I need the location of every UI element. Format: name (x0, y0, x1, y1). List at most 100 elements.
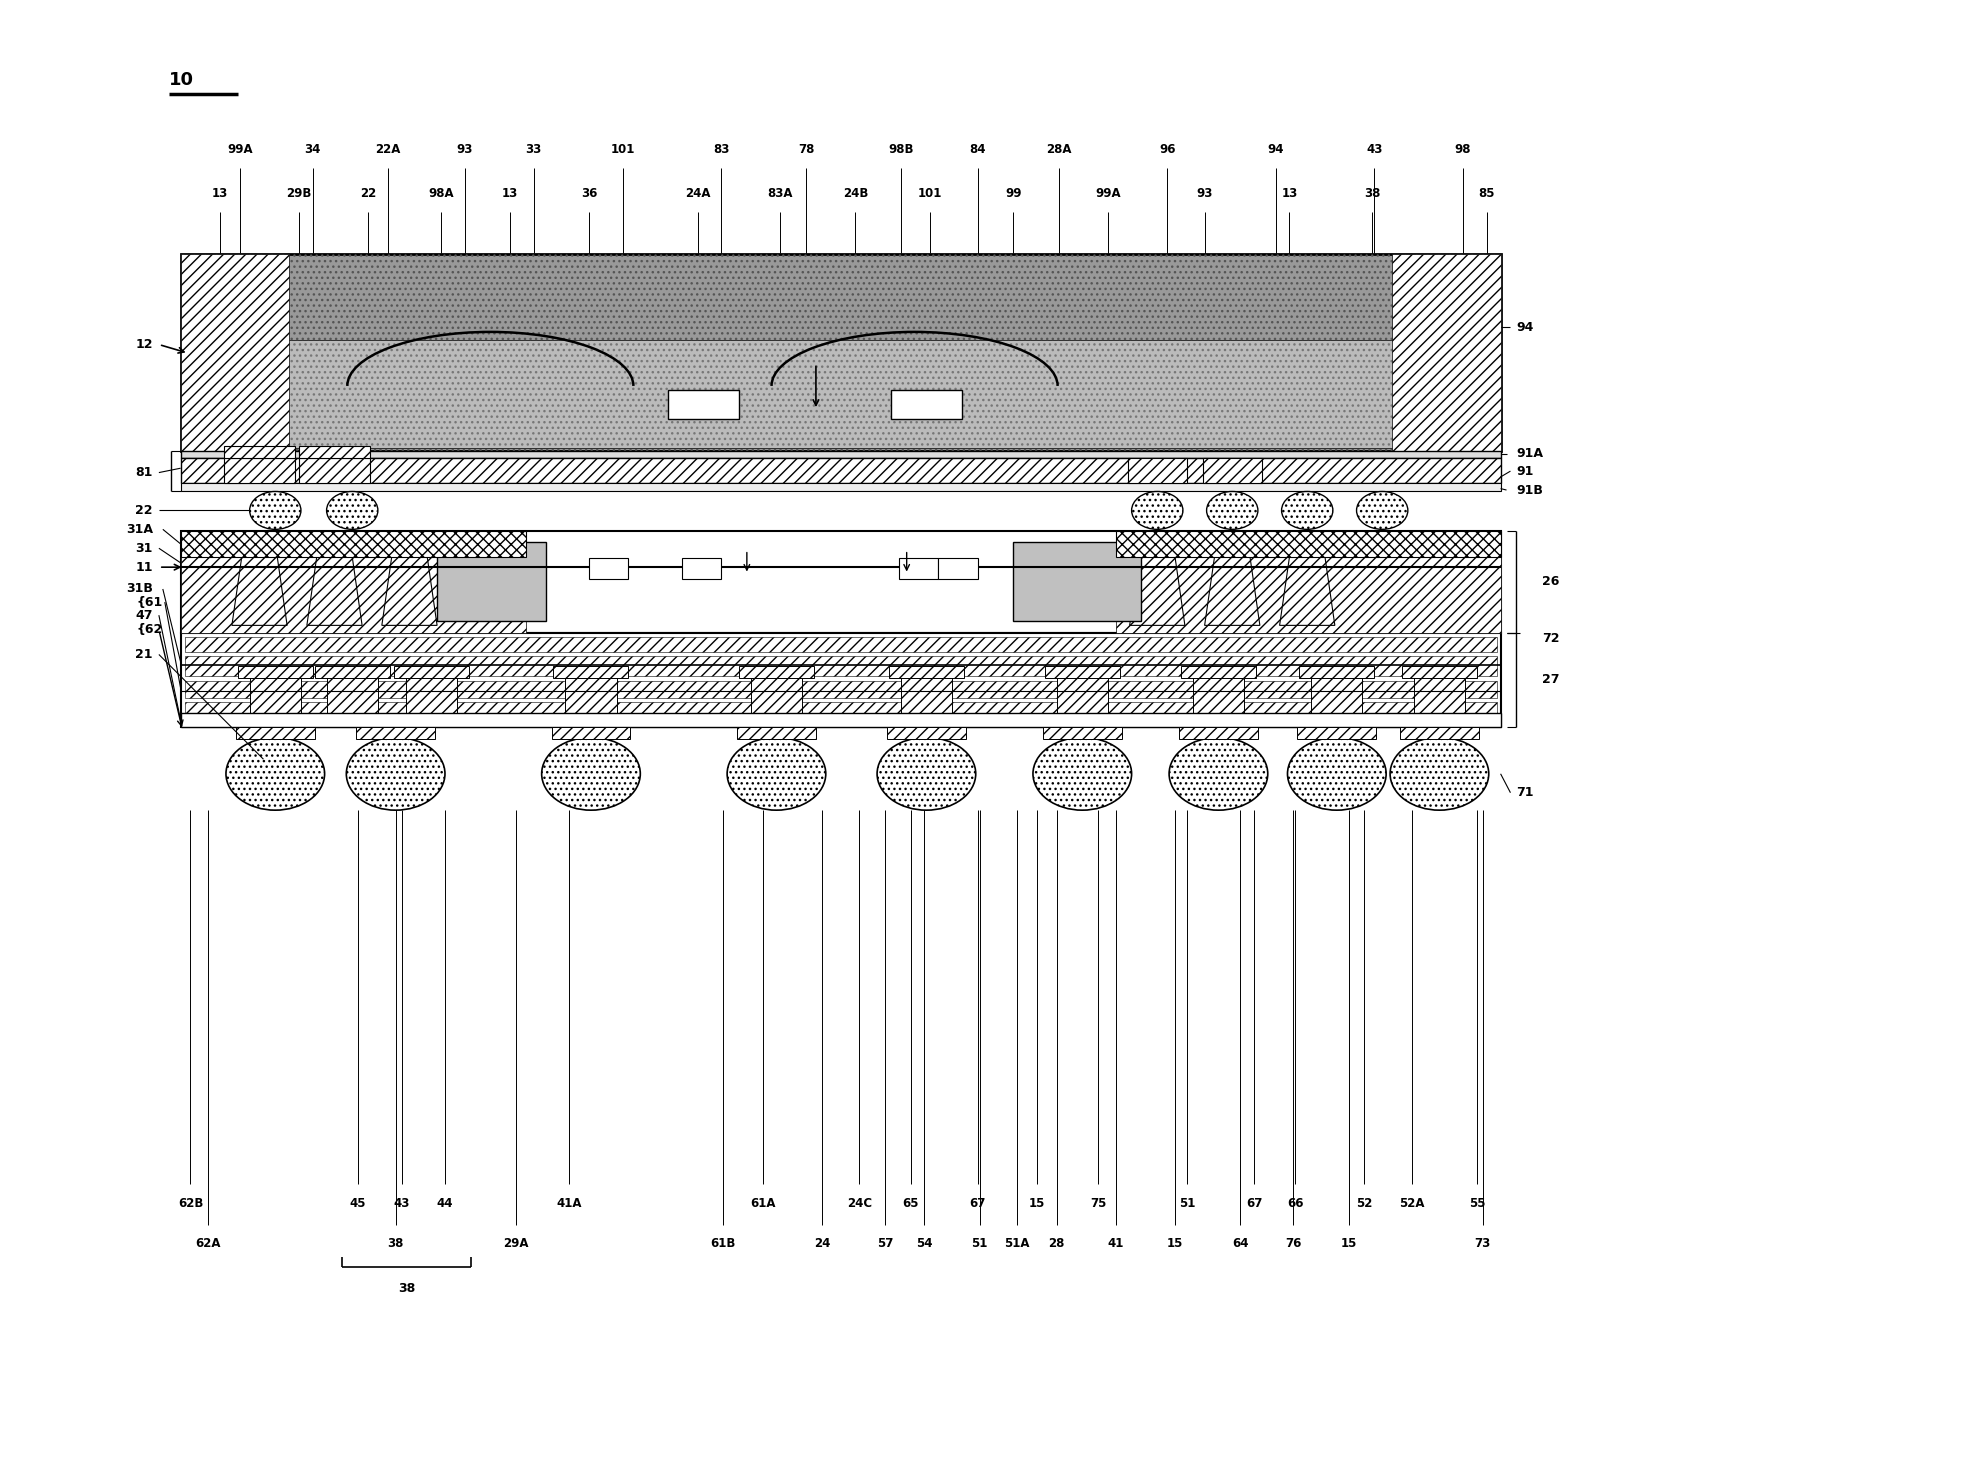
Bar (1178, 727, 1258, 739)
Circle shape (542, 737, 640, 811)
Bar (668, 389, 739, 419)
Bar (751, 677, 803, 718)
Bar (1403, 665, 1476, 677)
Text: 99A: 99A (227, 142, 252, 156)
Text: 101: 101 (918, 187, 942, 200)
Text: 28A: 28A (1045, 142, 1071, 156)
Text: 64: 64 (1232, 1237, 1248, 1250)
Circle shape (1391, 737, 1488, 811)
Text: 54: 54 (916, 1237, 932, 1250)
Text: 28: 28 (1049, 1237, 1065, 1250)
Text: 61A: 61A (749, 1197, 775, 1209)
Text: 78: 78 (799, 142, 815, 156)
Text: 66: 66 (1288, 1197, 1303, 1209)
Bar (236, 727, 314, 739)
Bar (185, 657, 1496, 676)
Text: 99A: 99A (1095, 187, 1121, 200)
Text: 38: 38 (397, 1282, 415, 1296)
Text: 22A: 22A (376, 142, 401, 156)
Bar (326, 677, 378, 718)
Text: 61B: 61B (711, 1237, 735, 1250)
Bar (181, 254, 1500, 451)
Bar (1129, 458, 1186, 483)
Text: 22: 22 (360, 187, 376, 200)
Circle shape (727, 737, 827, 811)
Bar (1180, 665, 1256, 677)
Text: 24: 24 (813, 1237, 831, 1250)
Text: 76: 76 (1286, 1237, 1301, 1250)
Bar (1298, 727, 1377, 739)
Bar (181, 530, 1500, 633)
Circle shape (250, 492, 300, 529)
Bar (298, 458, 370, 483)
Text: 27: 27 (1542, 673, 1560, 686)
Text: 93: 93 (1196, 187, 1212, 200)
Text: 24A: 24A (686, 187, 709, 200)
Bar (1393, 254, 1500, 451)
Text: 31A: 31A (125, 523, 153, 536)
Text: 15: 15 (1341, 1237, 1357, 1250)
Text: 12: 12 (135, 338, 153, 351)
Text: 62B: 62B (177, 1197, 203, 1209)
Circle shape (1133, 492, 1182, 529)
Text: 62A: 62A (195, 1237, 221, 1250)
Text: 10: 10 (169, 71, 195, 88)
Text: 91A: 91A (1516, 447, 1544, 460)
Bar (185, 638, 1496, 652)
Bar (1311, 677, 1363, 718)
Text: 13: 13 (213, 187, 229, 200)
Text: 11: 11 (135, 561, 153, 574)
Text: 52A: 52A (1399, 1197, 1425, 1209)
Text: 91: 91 (1516, 464, 1534, 477)
Text: 91B: 91B (1516, 483, 1544, 497)
Bar (181, 483, 1500, 492)
Text: 26: 26 (1542, 576, 1560, 588)
Bar (898, 558, 938, 579)
Text: 72: 72 (1542, 632, 1560, 645)
Text: 83A: 83A (767, 187, 793, 200)
Text: 34: 34 (304, 142, 322, 156)
Circle shape (1206, 492, 1258, 529)
Text: 75: 75 (1091, 1197, 1107, 1209)
Bar (1045, 665, 1121, 677)
Bar (1202, 458, 1262, 483)
Bar (554, 665, 628, 677)
Text: 83: 83 (713, 142, 729, 156)
Bar (588, 558, 628, 579)
Bar (1415, 677, 1464, 718)
Text: 71: 71 (1516, 786, 1534, 799)
Bar (938, 558, 978, 579)
Bar (225, 458, 294, 483)
Text: {62: {62 (137, 623, 163, 636)
Bar (888, 665, 964, 677)
Bar (185, 339, 1496, 448)
Text: 13: 13 (1282, 187, 1298, 200)
Bar (1117, 530, 1500, 557)
Text: 94: 94 (1516, 320, 1534, 333)
Bar (181, 254, 288, 451)
Bar (566, 677, 616, 718)
Bar (739, 665, 815, 677)
Bar (1043, 727, 1123, 739)
Bar (437, 542, 546, 621)
Text: 47: 47 (135, 608, 153, 621)
Bar (250, 677, 300, 718)
Bar (314, 665, 389, 677)
Text: 81: 81 (135, 466, 153, 479)
Text: 57: 57 (876, 1237, 894, 1250)
Bar (181, 530, 527, 633)
Text: 52: 52 (1357, 1197, 1373, 1209)
Text: 84: 84 (970, 142, 986, 156)
Bar (181, 530, 527, 557)
Circle shape (1357, 492, 1409, 529)
Circle shape (326, 492, 378, 529)
Polygon shape (1280, 557, 1335, 626)
Bar (238, 665, 312, 677)
Bar (886, 727, 966, 739)
Circle shape (1282, 492, 1333, 529)
Text: 99: 99 (1005, 187, 1021, 200)
Text: 73: 73 (1474, 1237, 1490, 1250)
Bar (298, 447, 370, 458)
Text: 55: 55 (1468, 1197, 1484, 1209)
Text: 98A: 98A (429, 187, 453, 200)
